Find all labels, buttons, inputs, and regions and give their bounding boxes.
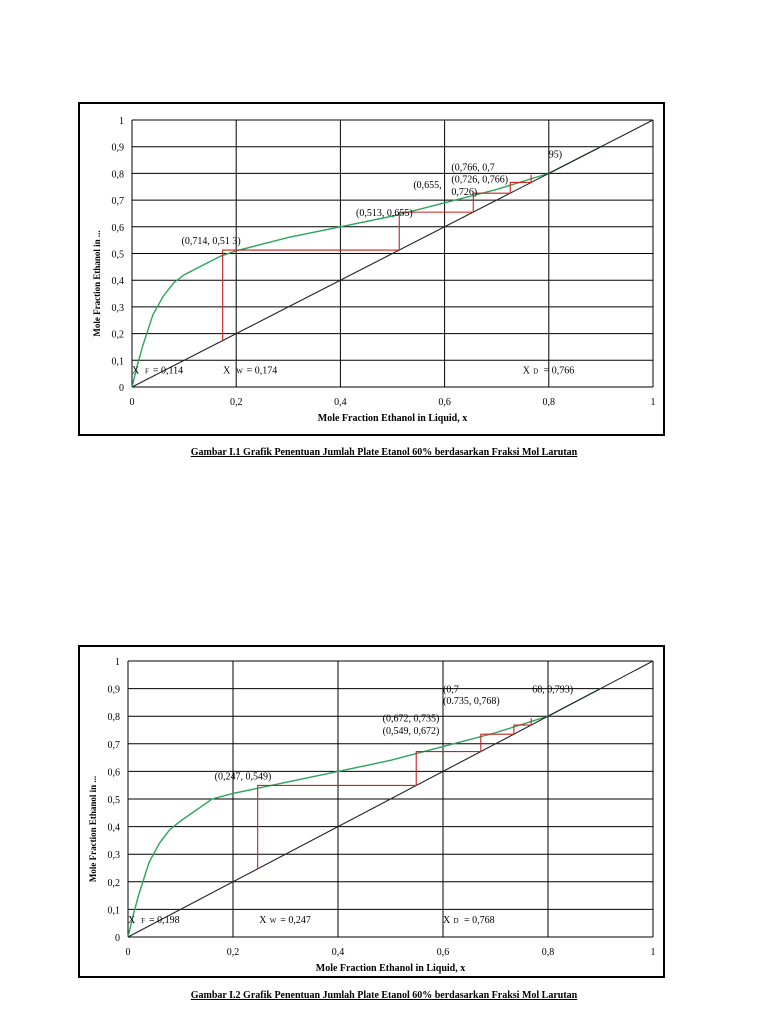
annotation-label: 95) — [549, 149, 562, 160]
annotation-label: F — [141, 917, 145, 925]
annotation-label: = 0,114 — [153, 366, 183, 377]
annotation-label: (0,714, 0,51 3) — [181, 236, 240, 247]
y-tick-label: 0 — [115, 933, 120, 944]
y-axis-label: Mole Fraction Ethanol in ... — [88, 776, 98, 882]
annotation-label: X — [443, 915, 451, 926]
annotation-label: (0,766, 0,7 — [451, 163, 494, 174]
y-tick-label: 0,6 — [112, 223, 125, 234]
stage-steps — [222, 174, 532, 341]
annotation-label: = 0,766 — [544, 366, 575, 377]
x-tick-label: 0,2 — [227, 947, 240, 958]
equilibrium-curve — [127, 687, 601, 938]
y-tick-label: 1 — [119, 116, 124, 127]
y-tick-label: 0,7 — [112, 196, 125, 207]
annotation-label: = 0,247 — [280, 915, 311, 926]
x-tick-label: 0,6 — [438, 397, 451, 408]
diagonal-line — [131, 119, 654, 388]
annotation-label: (0,549, 0,672) — [383, 726, 440, 737]
y-tick-label: 0,6 — [108, 767, 121, 778]
annotation-label: (0,7 — [443, 685, 459, 696]
annotation-label: 68, 0,793) — [532, 685, 573, 696]
annotation-label: X — [223, 366, 231, 377]
y-tick-label: 0,4 — [112, 276, 125, 287]
y-axis-label: Mole Fraction Ethanol in ... — [92, 230, 102, 336]
annotation-label: 0,726) — [451, 187, 477, 198]
y-tick-label: 0,2 — [108, 878, 121, 889]
y-tick-label: 0,2 — [112, 330, 125, 341]
y-tick-label: 0,5 — [108, 795, 121, 806]
chart-2: 0 0,1 0,2 0,3 0,4 0,5 0,6 0,7 0,8 0,9 1 0 0,2 0,4 0,6 0… — [88, 657, 656, 974]
x-tick-label: 1 — [651, 947, 656, 958]
annotation-label: (0,247, 0,549) — [215, 772, 272, 783]
annotation-label: (0,726, 0,766) — [451, 175, 508, 186]
annotation-label: (0,655, — [413, 180, 441, 191]
y-tick-label: 0,4 — [108, 823, 121, 834]
annotation-label: = 0,198 — [149, 915, 180, 926]
annotation-label: D — [533, 368, 538, 376]
figure-caption-1: Gambar I.1 Grafik Penentuan Jumlah Plate… — [190, 447, 578, 458]
chart-1: 0 0,1 0,2 0,3 0,4 0,5 0,6 0,7 0,8 0,9 1 0 0,2 0,4 0,6 0… — [92, 116, 656, 424]
x-tick-label: 0 — [130, 397, 135, 408]
annotation-label: X — [132, 366, 140, 377]
y-tick-label: 0,8 — [112, 169, 125, 180]
y-tick-label: 0,9 — [108, 685, 121, 696]
y-tick-label: 1 — [115, 657, 120, 668]
x-tick-label: 0,8 — [543, 397, 556, 408]
chart-1-frame: 0 0,1 0,2 0,3 0,4 0,5 0,6 0,7 0,8 0,9 1 0 0,2 0,4 0,6 0… — [78, 102, 665, 436]
stage-steps — [257, 718, 532, 869]
y-tick-label: 0,1 — [108, 905, 121, 916]
annotation-label: X — [128, 915, 136, 926]
y-tick-label: 0,5 — [112, 250, 125, 261]
x-tick-label: 0,6 — [437, 947, 450, 958]
diagonal-line — [127, 660, 654, 938]
chart-2-frame: 0 0,1 0,2 0,3 0,4 0,5 0,6 0,7 0,8 0,9 1 0 0,2 0,4 0,6 0… — [78, 645, 665, 978]
y-tick-label: 0,1 — [112, 356, 125, 367]
annotation-label: W — [270, 917, 277, 925]
annotation-label: W — [236, 368, 243, 376]
x-axis-label: Mole Fraction Ethanol in Liquid, x — [316, 963, 465, 974]
x-axis-label: Mole Fraction Ethanol in Liquid, x — [318, 413, 467, 424]
y-tick-label: 0,3 — [108, 850, 121, 861]
x-tick-label: 0,4 — [332, 947, 345, 958]
x-tick-label: 0 — [126, 947, 131, 958]
annotation-label: = 0,174 — [247, 366, 278, 377]
figure-caption-2: Gambar I.2 Grafik Penentuan Jumlah Plate… — [190, 990, 578, 1001]
x-tick-label: 0,4 — [334, 397, 347, 408]
annotation-label: (0,513, 0,655) — [356, 208, 413, 219]
annotation-label: X — [523, 366, 531, 377]
y-tick-label: 0,7 — [108, 740, 121, 751]
annotation-label: X — [259, 915, 267, 926]
x-tick-label: 1 — [651, 397, 656, 408]
equilibrium-curve — [131, 146, 602, 388]
y-tick-label: 0,9 — [112, 143, 125, 154]
x-tick-label: 0,8 — [542, 947, 555, 958]
y-tick-label: 0 — [119, 383, 124, 394]
annotation-label: F — [145, 368, 149, 376]
annotation-label: = 0,768 — [464, 915, 495, 926]
annotation-label: (0,672, 0,735) — [383, 714, 440, 725]
x-tick-label: 0,2 — [230, 397, 243, 408]
annotation-label: D — [454, 917, 459, 925]
y-tick-label: 0,8 — [108, 712, 121, 723]
annotation-label: (0.735, 0,768) — [443, 696, 500, 707]
y-tick-label: 0,3 — [112, 303, 125, 314]
